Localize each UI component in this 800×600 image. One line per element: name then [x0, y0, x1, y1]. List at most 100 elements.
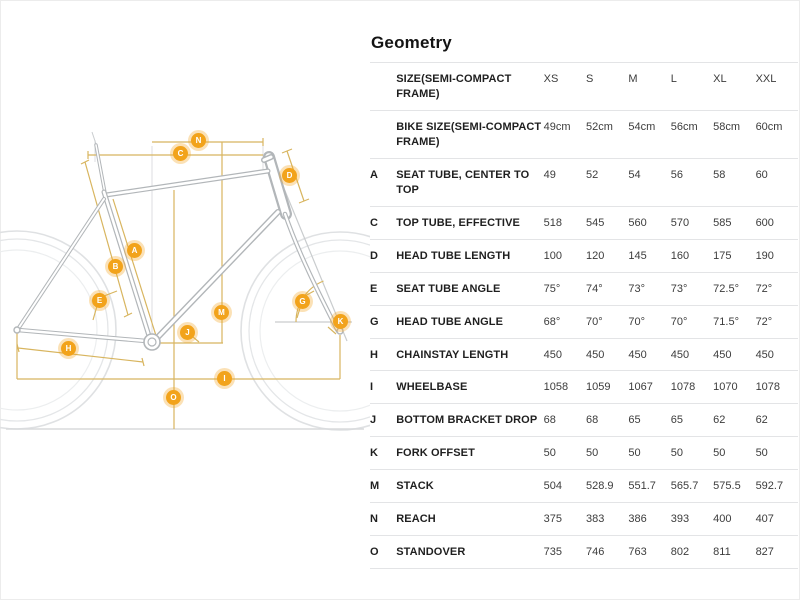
table-row: N REACH 375 383 386 393 400 407	[370, 502, 798, 536]
row-value: XXL	[755, 73, 777, 85]
diagram-label-j: J	[180, 325, 195, 340]
diagram-label-g: G	[295, 294, 310, 309]
diagram-label-m: M	[214, 305, 229, 320]
row-value: 50	[586, 447, 599, 460]
row-value: 73°	[670, 282, 688, 295]
geometry-table: SIZE(SEMI-COMPACT FRAME) XS S M L XL XXL BIKE S…	[370, 62, 798, 569]
diagram-label-h: H	[61, 341, 76, 356]
row-label: BOTTOM BRACKET DROP	[396, 414, 538, 427]
row-letter: A	[370, 168, 378, 181]
row-value: 551.7	[628, 480, 656, 493]
diagram-label-c: C	[173, 146, 188, 161]
row-value: 50	[670, 447, 684, 460]
row-label: HEAD TUBE LENGTH	[396, 249, 511, 262]
bottom-bracket	[13, 326, 344, 351]
row-value: 763	[628, 546, 647, 559]
row-value: 827	[755, 546, 774, 559]
row-value: 570	[670, 216, 690, 229]
row-value: 54cm	[628, 120, 656, 133]
row-label: REACH	[396, 513, 436, 526]
row-value: 72°	[755, 282, 773, 295]
table-row: C TOP TUBE, EFFECTIVE 518 545 560 570 585 600	[370, 206, 798, 239]
row-value: 585	[713, 216, 732, 229]
page-title: Geometry	[371, 33, 452, 52]
geometry-panel: Geometry SIZE(SEMI-COMPACT FRAME) XS S M L XL…	[370, 0, 798, 600]
row-value: 68	[543, 414, 556, 427]
row-value: 383	[586, 513, 605, 526]
row-value: 528.9	[586, 480, 614, 493]
row-value: 1078	[755, 381, 781, 394]
row-value: 68	[586, 414, 599, 427]
row-letter: K	[370, 447, 378, 460]
table-row: J BOTTOM BRACKET DROP 68 68 65 65 62 62	[370, 403, 798, 437]
row-value: 375	[543, 513, 562, 526]
table-row: E SEAT TUBE ANGLE 75° 74° 73° 73° 72.5° 72°	[370, 272, 798, 305]
row-value: 1059	[586, 381, 611, 394]
row-value: 70°	[586, 315, 603, 328]
row-value: 393	[670, 513, 690, 526]
row-value: 50	[755, 447, 768, 460]
row-value: 50	[628, 447, 641, 460]
row-letter: J	[370, 414, 377, 427]
row-value: 68°	[543, 315, 561, 328]
row-value: 400	[713, 513, 732, 526]
row-value: 518	[543, 216, 562, 229]
row-value: 50	[713, 447, 726, 460]
table-row: H CHAINSTAY LENGTH 450 450 450 450 450 450	[370, 338, 798, 371]
row-value: 100	[543, 249, 562, 262]
row-label: SEAT TUBE, CENTER TO TOP	[396, 168, 530, 196]
diagram-label-b: B	[108, 259, 123, 274]
row-label: FORK OFFSET	[396, 447, 475, 460]
row-value: 58	[713, 168, 726, 181]
row-label: HEAD TUBE ANGLE	[396, 315, 504, 328]
row-value: M	[628, 73, 638, 85]
row-value: 62	[755, 414, 768, 427]
row-value: 49	[543, 168, 556, 181]
row-letter: E	[370, 282, 378, 295]
row-value: 545	[586, 216, 605, 229]
row-letter	[370, 63, 396, 111]
row-value: 450	[670, 348, 690, 361]
row-value: 145	[628, 249, 647, 262]
row-value: 75°	[543, 282, 561, 295]
table-row: BIKE SIZE(SEMI-COMPACT FRAME) 49cm 52cm 54c…	[370, 110, 798, 158]
row-value: 565.7	[670, 480, 699, 493]
table-row: A SEAT TUBE, CENTER TO TOP 49 52 54 56 58 60	[370, 158, 798, 206]
row-value: 175	[713, 249, 732, 262]
table-row: K FORK OFFSET 50 50 50 50 50 50	[370, 436, 798, 470]
row-value: 65	[628, 414, 641, 427]
row-value: 802	[670, 546, 690, 559]
row-label: SIZE(SEMI-COMPACT FRAME)	[396, 73, 512, 100]
row-value: 746	[586, 546, 605, 559]
diagram-label-e: E	[92, 293, 107, 308]
diagram-label-d: D	[282, 168, 297, 183]
row-value: 504	[543, 480, 562, 493]
diagram-label-o: O	[166, 390, 181, 405]
row-letter	[370, 110, 396, 158]
table-row: SIZE(SEMI-COMPACT FRAME) XS S M L XL XXL	[370, 62, 798, 111]
row-value: 1058	[543, 381, 569, 394]
row-value: 560	[628, 216, 647, 229]
diagram-label-k: K	[333, 314, 348, 329]
row-value: 58cm	[713, 120, 741, 133]
row-value: 450	[713, 348, 732, 361]
row-value: 74°	[586, 282, 603, 295]
row-value: 52cm	[586, 120, 613, 133]
row-value: 50	[543, 447, 556, 460]
row-value: 190	[755, 249, 774, 262]
row-value: 56cm	[670, 120, 698, 133]
row-value: 52	[586, 168, 599, 181]
geometry-table-body: SIZE(SEMI-COMPACT FRAME) XS S M L XL XXL BIKE S…	[370, 62, 798, 569]
row-value: 62	[713, 414, 726, 427]
row-value: 72°	[755, 315, 773, 328]
row-value: 54	[628, 168, 641, 181]
row-value: 60	[755, 168, 768, 181]
row-value: 120	[586, 249, 605, 262]
row-value: 1070	[713, 381, 738, 394]
table-row: M STACK 504 528.9 551.7 565.7 575.5 592.7	[370, 469, 798, 503]
frame-tubes	[15, 143, 341, 344]
row-letter: H	[370, 348, 378, 361]
row-letter: C	[370, 216, 378, 229]
